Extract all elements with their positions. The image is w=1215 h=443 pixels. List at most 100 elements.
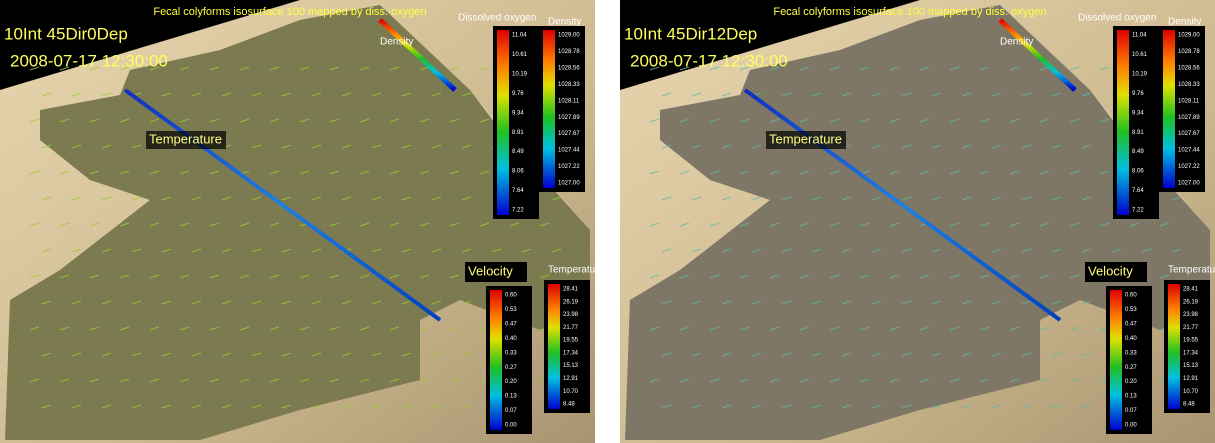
legend-tick: 7.64 (512, 188, 524, 194)
colorbar (1168, 284, 1180, 409)
legend-tick: 10.70 (563, 389, 579, 395)
legend-title: Dissolved oxygen (458, 13, 536, 24)
legend-tick: 1027.00 (558, 181, 580, 187)
legend-tick: 0.13 (1125, 394, 1137, 400)
legend-tick: 26.19 (563, 299, 579, 305)
legend-tick: 9.76 (512, 91, 524, 97)
legend-tick: 7.64 (1132, 188, 1144, 194)
legend-tick: 8.06 (512, 169, 524, 175)
run-label: 10Int 45Dir0Dep (4, 24, 128, 43)
legend-tick: 9.34 (512, 110, 524, 116)
legend-title: Temperature (1168, 265, 1215, 276)
legend-tick: 1027.67 (558, 131, 580, 137)
legend-tick: 1028.11 (1178, 98, 1200, 104)
legend-tick: 12.91 (563, 376, 579, 382)
legend-tick: 28.41 (563, 287, 579, 293)
legend-tick: 0.20 (505, 379, 517, 385)
legend-tick: 0.33 (1125, 350, 1137, 356)
colorbar (543, 30, 555, 188)
legend-tick: 15.13 (563, 363, 579, 369)
legend-tick: 1027.67 (1178, 131, 1200, 137)
temperature-label: Temperature (769, 131, 842, 146)
legend-tick: 0.40 (1125, 336, 1137, 342)
legend-tick: 0.33 (505, 350, 517, 356)
legend-tick: 17.34 (1183, 350, 1199, 356)
legend-tick: 0.00 (505, 423, 517, 429)
timestamp: 2008-07-17 12:30:00 (10, 51, 168, 70)
legend-tick: 11.04 (1132, 33, 1147, 39)
panel-title: Fecal colyforms isosurface 100 mapped by… (153, 6, 426, 18)
legend-tick: 1028.56 (1178, 65, 1200, 71)
legend-tick: 0.07 (1125, 408, 1137, 414)
panel: Fecal colyforms isosurface 100 mapped by… (0, 0, 605, 443)
legend-title: Dissolved oxygen (1078, 13, 1156, 24)
legend-tick: 19.55 (563, 338, 579, 344)
legend-tick: 1027.22 (558, 164, 580, 170)
legend-tick: 1028.78 (1178, 49, 1200, 55)
legend-tick: 9.76 (1132, 91, 1144, 97)
legend-tick: 10.61 (1132, 52, 1148, 58)
legend-tick: 8.48 (1183, 402, 1195, 408)
legend-tick: 1028.33 (558, 82, 580, 88)
legend-tick: 12.91 (1183, 376, 1199, 382)
legend-title: Temperature (548, 265, 605, 276)
legend-title: Velocity (1088, 263, 1133, 278)
legend-tick: 28.41 (1183, 287, 1199, 293)
legend-tick: 8.49 (1132, 149, 1144, 155)
legend-tick: 23.98 (563, 312, 579, 318)
legend-tick: 0.07 (505, 408, 517, 414)
legend-tick: 1027.44 (558, 148, 580, 154)
legend-tick: 10.19 (512, 71, 528, 77)
legend-tick: 0.60 (1125, 293, 1137, 299)
legend-tick: 10.19 (1132, 71, 1148, 77)
legend-tick: 1027.00 (1178, 181, 1200, 187)
legend-tick: 0.53 (505, 307, 517, 313)
legend-tick: 21.77 (563, 325, 579, 331)
legend-tick: 1028.56 (558, 65, 580, 71)
legend-tick: 0.60 (505, 293, 517, 299)
legend-tick: 1028.11 (558, 98, 580, 104)
legend-tick: 1029.00 (558, 33, 580, 39)
legend-tick: 0.47 (1125, 321, 1137, 327)
panel-title: Fecal colyforms isosurface 100 mapped by… (773, 6, 1046, 18)
legend-tick: 7.22 (1132, 208, 1144, 214)
colorbar (1117, 30, 1129, 215)
legend-tick: 8.91 (512, 130, 524, 136)
legend-tick: 0.53 (1125, 307, 1137, 313)
run-label: 10Int 45Dir12Dep (624, 24, 757, 43)
legend-tick: 10.70 (1183, 389, 1199, 395)
legend-tick: 8.91 (1132, 130, 1144, 136)
legend-tick: 21.77 (1183, 325, 1199, 331)
legend-title: Velocity (468, 263, 513, 278)
legend-tick: 19.55 (1183, 338, 1199, 344)
legend-tick: 23.98 (1183, 312, 1199, 318)
page: Fecal colyforms isosurface 100 mapped by… (0, 0, 1215, 443)
temperature-label: Temperature (149, 131, 222, 146)
legend-tick: 26.19 (1183, 299, 1199, 305)
legend-tick: 1027.89 (1178, 115, 1200, 121)
colorbar (1163, 30, 1175, 188)
legend-tick: 0.00 (1125, 423, 1137, 429)
legend-tick: 0.13 (505, 394, 517, 400)
legend-tick: 7.22 (512, 208, 524, 214)
colorbar (490, 290, 502, 430)
legend-tick: 0.27 (1125, 365, 1137, 371)
colorbar (1110, 290, 1122, 430)
legend-tick: 1029.00 (1178, 33, 1200, 39)
legend-title: Density (548, 17, 581, 28)
legend-tick: 11.04 (512, 33, 527, 39)
legend-title: Density (1168, 17, 1201, 28)
legend-tick: 17.34 (563, 350, 579, 356)
legend-tick: 1027.22 (1178, 164, 1200, 170)
legend-tick: 1028.78 (558, 49, 580, 55)
legend-tick: 1028.33 (1178, 82, 1200, 88)
legend-tick: 0.40 (505, 336, 517, 342)
panel: Fecal colyforms isosurface 100 mapped by… (620, 0, 1215, 443)
timestamp: 2008-07-17 12:30:00 (630, 51, 788, 70)
legend-tick: 8.48 (563, 402, 575, 408)
legend-tick: 8.06 (1132, 169, 1144, 175)
legend-tick: 15.13 (1183, 363, 1199, 369)
legend-tick: 9.34 (1132, 110, 1144, 116)
legend-tick: 1027.44 (1178, 148, 1200, 154)
legend-tick: 1027.89 (558, 115, 580, 121)
